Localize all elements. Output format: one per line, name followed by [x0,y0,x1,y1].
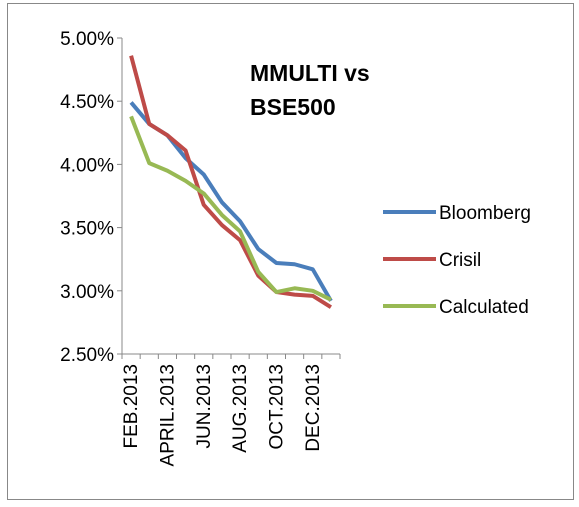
x-tick-label: DEC.2013 [303,364,324,452]
y-tick-label: 4.00% [60,155,114,176]
legend-label: Crisil [439,250,481,271]
y-tick-label: 4.50% [60,92,114,113]
x-tick-label: OCT.2013 [266,364,287,450]
y-tick-label: 3.00% [60,282,114,303]
legend-label: Bloomberg [439,203,531,224]
x-tick-label: APRIL.2013 [157,364,178,466]
chart-title: MMULTI vs BSE500 [250,60,370,120]
legend-label: Calculated [439,297,529,318]
y-tick-label: 5.00% [60,29,114,50]
x-tick-label: JUN.2013 [194,364,215,449]
y-tick-label: 2.50% [60,345,114,366]
x-tick-label: AUG.2013 [230,364,251,453]
chart-border [7,3,574,500]
y-tick-label: 3.50% [60,219,114,240]
x-tick-label: FEB.2013 [121,364,142,449]
series-line [129,115,332,302]
series-line [129,55,332,309]
